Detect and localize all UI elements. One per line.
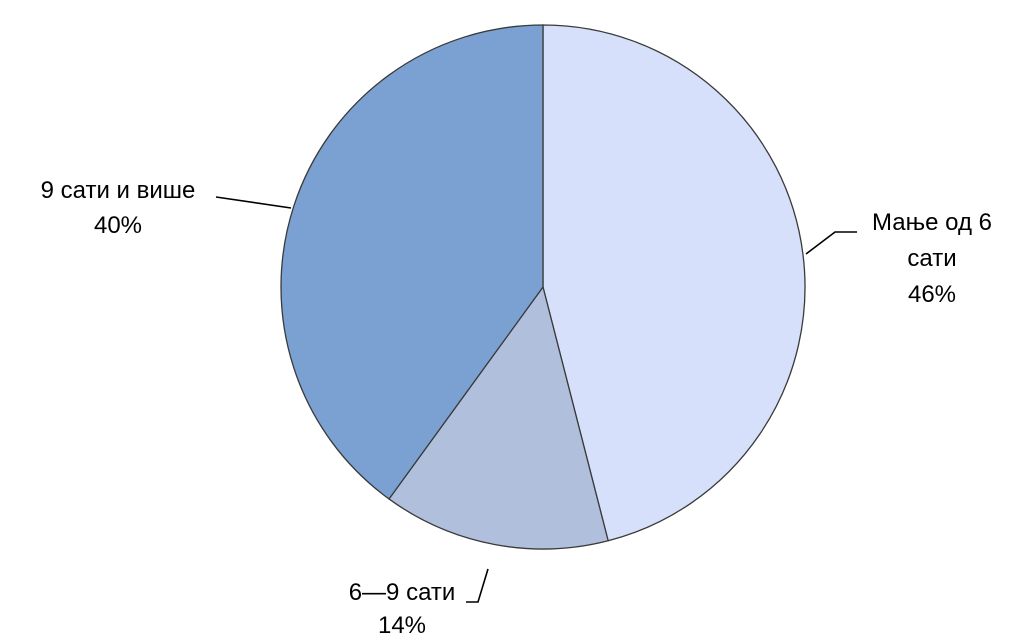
slice-name-line-2-1: 6—9 сати [349, 579, 456, 606]
slice-name-line-1-1: Мање од 6 [872, 209, 992, 236]
leader-line-2 [466, 568, 489, 603]
slice-name-line-3-1: 9 сати и више [41, 177, 196, 204]
leader-line-3 [215, 196, 292, 209]
pie-slice-3 [280, 24, 544, 500]
pie-slice-1 [542, 24, 806, 542]
slice-label-3: 9 сати и више 40% [41, 177, 196, 239]
pie-slice-2 [388, 285, 609, 550]
slice-label-1: Мање од 6 сати 46% [872, 209, 992, 308]
leader-line-1 [805, 231, 857, 255]
slice-percent-2: 14% [378, 612, 426, 635]
slice-percent-3: 40% [94, 212, 142, 239]
slice-label-2: 6—9 сати 14% [349, 579, 456, 635]
slice-name-line-1-2: сати [907, 245, 956, 272]
slice-percent-1: 46% [908, 281, 956, 308]
